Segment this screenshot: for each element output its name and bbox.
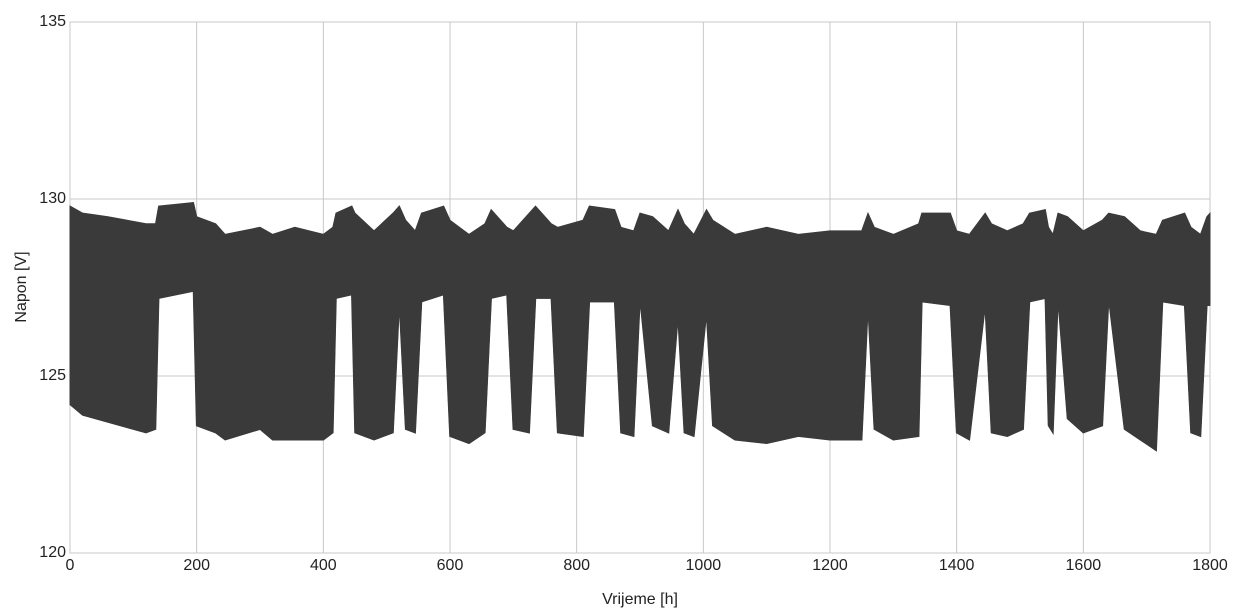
x-tick-label: 1200 [812,557,848,574]
x-tick-label: 1000 [686,557,722,574]
y-axis-label: Napon [V] [13,251,30,322]
x-tick-label: 1800 [1192,557,1228,574]
band-lower-edge [69,290,1210,452]
y-tick-label: 120 [39,544,66,561]
y-tick-label: 130 [39,190,66,207]
x-tick-label: 400 [310,557,337,574]
x-tick-label: 1600 [1066,557,1102,574]
x-tick-label: 800 [563,557,590,574]
x-axis-label: Vrijeme [h] [602,591,678,608]
x-tick-label: 0 [66,557,75,574]
x-tick-label: 600 [437,557,464,574]
y-tick-label: 125 [39,367,66,384]
y-tick-label: 135 [39,13,66,30]
x-tick-label: 200 [183,557,210,574]
x-tick-label: 1400 [939,557,975,574]
